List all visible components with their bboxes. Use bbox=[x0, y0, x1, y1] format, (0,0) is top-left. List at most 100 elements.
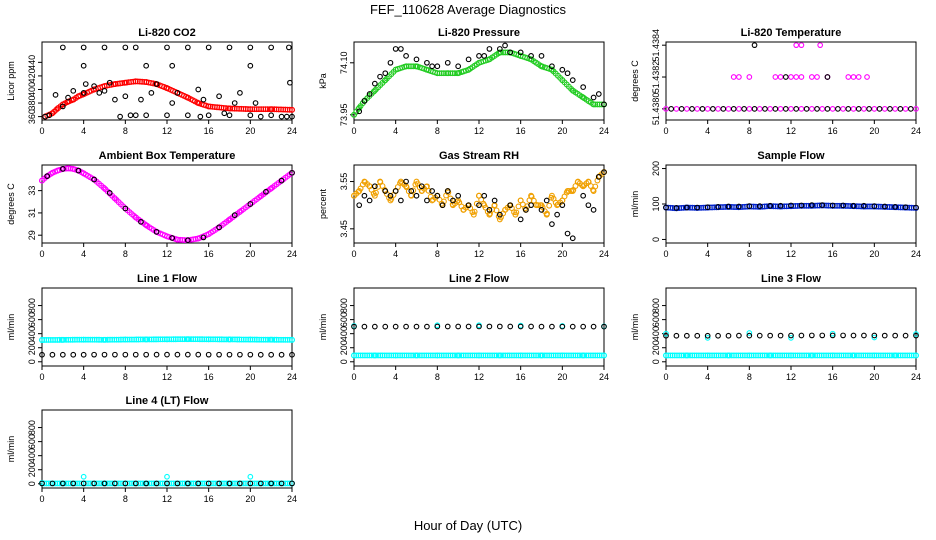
data-point bbox=[216, 224, 222, 231]
data-point bbox=[283, 113, 290, 120]
data-point bbox=[54, 167, 61, 174]
data-point bbox=[111, 81, 118, 88]
y-tick-label: 200 bbox=[651, 340, 661, 355]
data-point bbox=[663, 332, 669, 339]
data-point bbox=[197, 113, 204, 120]
x-tick-label: 12 bbox=[474, 126, 484, 136]
data-point bbox=[496, 323, 503, 330]
data-point bbox=[502, 206, 508, 213]
x-tick-label: 0 bbox=[663, 249, 668, 259]
data-point bbox=[112, 96, 118, 103]
data-point bbox=[289, 113, 295, 120]
data-point bbox=[65, 98, 71, 105]
x-tick-label: 16 bbox=[828, 372, 838, 382]
data-point bbox=[371, 352, 378, 359]
data-point bbox=[138, 96, 144, 103]
x-tick-label: 4 bbox=[705, 372, 710, 382]
y-tick-label: 800 bbox=[339, 298, 349, 313]
data-point bbox=[195, 86, 202, 93]
data-point bbox=[424, 197, 430, 204]
data-point bbox=[736, 74, 742, 80]
data-point bbox=[549, 221, 555, 227]
data-point bbox=[486, 46, 493, 52]
data-point bbox=[850, 202, 857, 209]
x-tick-label: 20 bbox=[557, 249, 567, 259]
data-point bbox=[871, 352, 878, 359]
data-point bbox=[850, 106, 857, 112]
y-tick-label: 440 bbox=[27, 55, 37, 70]
data-point bbox=[106, 79, 113, 86]
data-point bbox=[486, 56, 493, 63]
data-point bbox=[548, 66, 555, 73]
data-point bbox=[372, 189, 379, 196]
data-point bbox=[549, 323, 555, 330]
y-tick-label: 51.4384 bbox=[651, 29, 661, 62]
data-point bbox=[694, 106, 701, 112]
data-point bbox=[580, 352, 587, 359]
data-point bbox=[132, 78, 139, 85]
data-point bbox=[371, 192, 378, 199]
data-point bbox=[164, 112, 170, 119]
data-point bbox=[184, 237, 191, 244]
data-point bbox=[205, 103, 212, 110]
panel-title: Line 1 Flow bbox=[137, 273, 197, 285]
data-point bbox=[122, 93, 129, 100]
x-tick-label: 24 bbox=[287, 494, 297, 504]
data-point bbox=[751, 106, 758, 112]
data-point bbox=[361, 178, 368, 185]
data-point bbox=[286, 106, 293, 113]
data-point bbox=[371, 87, 378, 94]
data-point bbox=[127, 112, 134, 119]
data-point bbox=[725, 203, 732, 210]
data-point bbox=[80, 351, 87, 358]
x-tick-label: 20 bbox=[869, 126, 879, 136]
data-point bbox=[793, 106, 800, 112]
data-point bbox=[517, 197, 524, 204]
data-point bbox=[106, 190, 113, 196]
data-point bbox=[143, 351, 150, 358]
data-point bbox=[247, 351, 254, 358]
data-point bbox=[226, 112, 233, 119]
y-tick-label: 51.4380 bbox=[651, 93, 661, 126]
data-point bbox=[429, 63, 435, 70]
data-point bbox=[756, 106, 763, 112]
data-point bbox=[913, 332, 919, 339]
data-point bbox=[819, 332, 826, 339]
data-point bbox=[132, 351, 139, 358]
data-point bbox=[236, 208, 243, 215]
data-point bbox=[423, 66, 430, 73]
data-point bbox=[361, 192, 368, 199]
data-point bbox=[798, 106, 805, 112]
data-point bbox=[887, 106, 893, 112]
data-point bbox=[725, 106, 732, 112]
data-point bbox=[268, 185, 275, 192]
data-point bbox=[164, 336, 170, 343]
data-point bbox=[569, 235, 576, 242]
x-tick-label: 24 bbox=[911, 372, 921, 382]
x-tick-label: 4 bbox=[393, 249, 398, 259]
data-point bbox=[788, 352, 794, 359]
y-tick-label: 600 bbox=[27, 434, 37, 449]
data-point bbox=[840, 106, 846, 112]
data-point bbox=[715, 203, 721, 210]
data-point bbox=[263, 188, 269, 195]
y-tick-label: 200 bbox=[339, 340, 349, 355]
data-point bbox=[601, 169, 607, 175]
data-point bbox=[59, 166, 66, 172]
data-point bbox=[174, 351, 181, 358]
data-point bbox=[585, 178, 592, 185]
data-point bbox=[496, 211, 503, 218]
data-point bbox=[465, 66, 472, 73]
data-point bbox=[673, 332, 680, 339]
x-tick-label: 4 bbox=[705, 126, 710, 136]
data-point bbox=[777, 332, 784, 339]
data-point bbox=[101, 87, 108, 94]
x-tick-label: 16 bbox=[204, 494, 214, 504]
data-point bbox=[601, 323, 607, 330]
data-point bbox=[164, 44, 170, 51]
data-point bbox=[413, 352, 420, 359]
data-point bbox=[143, 112, 150, 119]
data-point bbox=[444, 70, 451, 77]
data-point bbox=[237, 90, 243, 96]
data-point bbox=[897, 106, 904, 112]
